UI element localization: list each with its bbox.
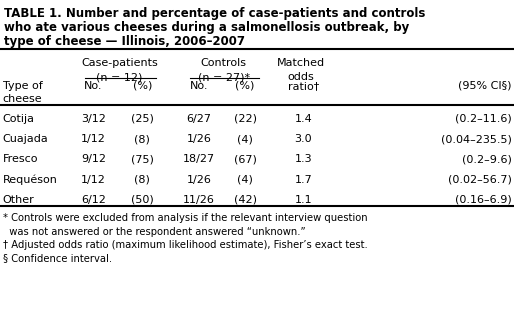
- Text: (%): (%): [133, 81, 152, 91]
- Text: (25): (25): [131, 114, 154, 124]
- Text: (4): (4): [237, 134, 253, 144]
- Text: (0.2–9.6): (0.2–9.6): [462, 154, 511, 164]
- Text: Case-patients: Case-patients: [81, 58, 158, 68]
- Text: (8): (8): [135, 134, 150, 144]
- Text: (0.04–235.5): (0.04–235.5): [440, 134, 511, 144]
- Text: Controls: Controls: [200, 58, 247, 68]
- Text: (42): (42): [234, 195, 256, 205]
- Text: 3.0: 3.0: [295, 134, 312, 144]
- Text: Type of: Type of: [3, 81, 42, 91]
- Text: 1.1: 1.1: [295, 195, 312, 205]
- Text: 1/12: 1/12: [81, 175, 106, 185]
- Text: * Controls were excluded from analysis if the relevant interview question: * Controls were excluded from analysis i…: [3, 213, 367, 223]
- Text: 1.4: 1.4: [295, 114, 312, 124]
- Text: (22): (22): [234, 114, 256, 124]
- Text: Matched: Matched: [277, 58, 325, 68]
- Text: TABLE 1. Number and percentage of case-patients and controls: TABLE 1. Number and percentage of case-p…: [4, 7, 426, 20]
- Text: 1/12: 1/12: [81, 134, 106, 144]
- Text: (67): (67): [234, 154, 256, 164]
- Text: Requéson: Requéson: [3, 175, 58, 185]
- Text: (0.16–6.9): (0.16–6.9): [455, 195, 511, 205]
- Text: who ate various cheeses during a salmonellosis outbreak, by: who ate various cheeses during a salmone…: [4, 21, 409, 34]
- Text: (95% CI§): (95% CI§): [458, 81, 511, 91]
- Text: Other: Other: [3, 195, 34, 205]
- Text: (75): (75): [131, 154, 154, 164]
- Text: 6/12: 6/12: [81, 195, 106, 205]
- Text: 11/26: 11/26: [183, 195, 215, 205]
- Text: 1/26: 1/26: [187, 175, 211, 185]
- Text: (4): (4): [237, 175, 253, 185]
- Text: (n = 12): (n = 12): [96, 72, 143, 82]
- Text: § Confidence interval.: § Confidence interval.: [3, 253, 112, 263]
- Text: (0.02–56.7): (0.02–56.7): [448, 175, 511, 185]
- Text: No.: No.: [190, 81, 208, 91]
- Text: (8): (8): [135, 175, 150, 185]
- Text: Cotija: Cotija: [3, 114, 34, 124]
- Text: 3/12: 3/12: [81, 114, 106, 124]
- Text: 1.3: 1.3: [295, 154, 312, 164]
- Text: (%): (%): [235, 81, 255, 91]
- Text: No.: No.: [84, 81, 103, 91]
- Text: was not answered or the respondent answered “unknown.”: was not answered or the respondent answe…: [3, 227, 305, 237]
- Text: † Adjusted odds ratio (maximum likelihood estimate), Fisher’s exact test.: † Adjusted odds ratio (maximum likelihoo…: [3, 240, 368, 250]
- Text: (0.2–11.6): (0.2–11.6): [455, 114, 511, 124]
- Text: Fresco: Fresco: [3, 154, 38, 164]
- Text: 18/27: 18/27: [183, 154, 215, 164]
- Text: Cuajada: Cuajada: [3, 134, 48, 144]
- Text: 1/26: 1/26: [187, 134, 211, 144]
- Text: 9/12: 9/12: [81, 154, 106, 164]
- Text: ratio†: ratio†: [288, 81, 319, 91]
- Text: type of cheese — Illinois, 2006–2007: type of cheese — Illinois, 2006–2007: [4, 35, 245, 48]
- Text: (50): (50): [131, 195, 154, 205]
- Text: 6/27: 6/27: [187, 114, 211, 124]
- Text: 1.7: 1.7: [295, 175, 312, 185]
- Text: cheese: cheese: [3, 94, 42, 104]
- Text: odds: odds: [287, 72, 314, 82]
- Text: (n = 27)*: (n = 27)*: [197, 72, 250, 82]
